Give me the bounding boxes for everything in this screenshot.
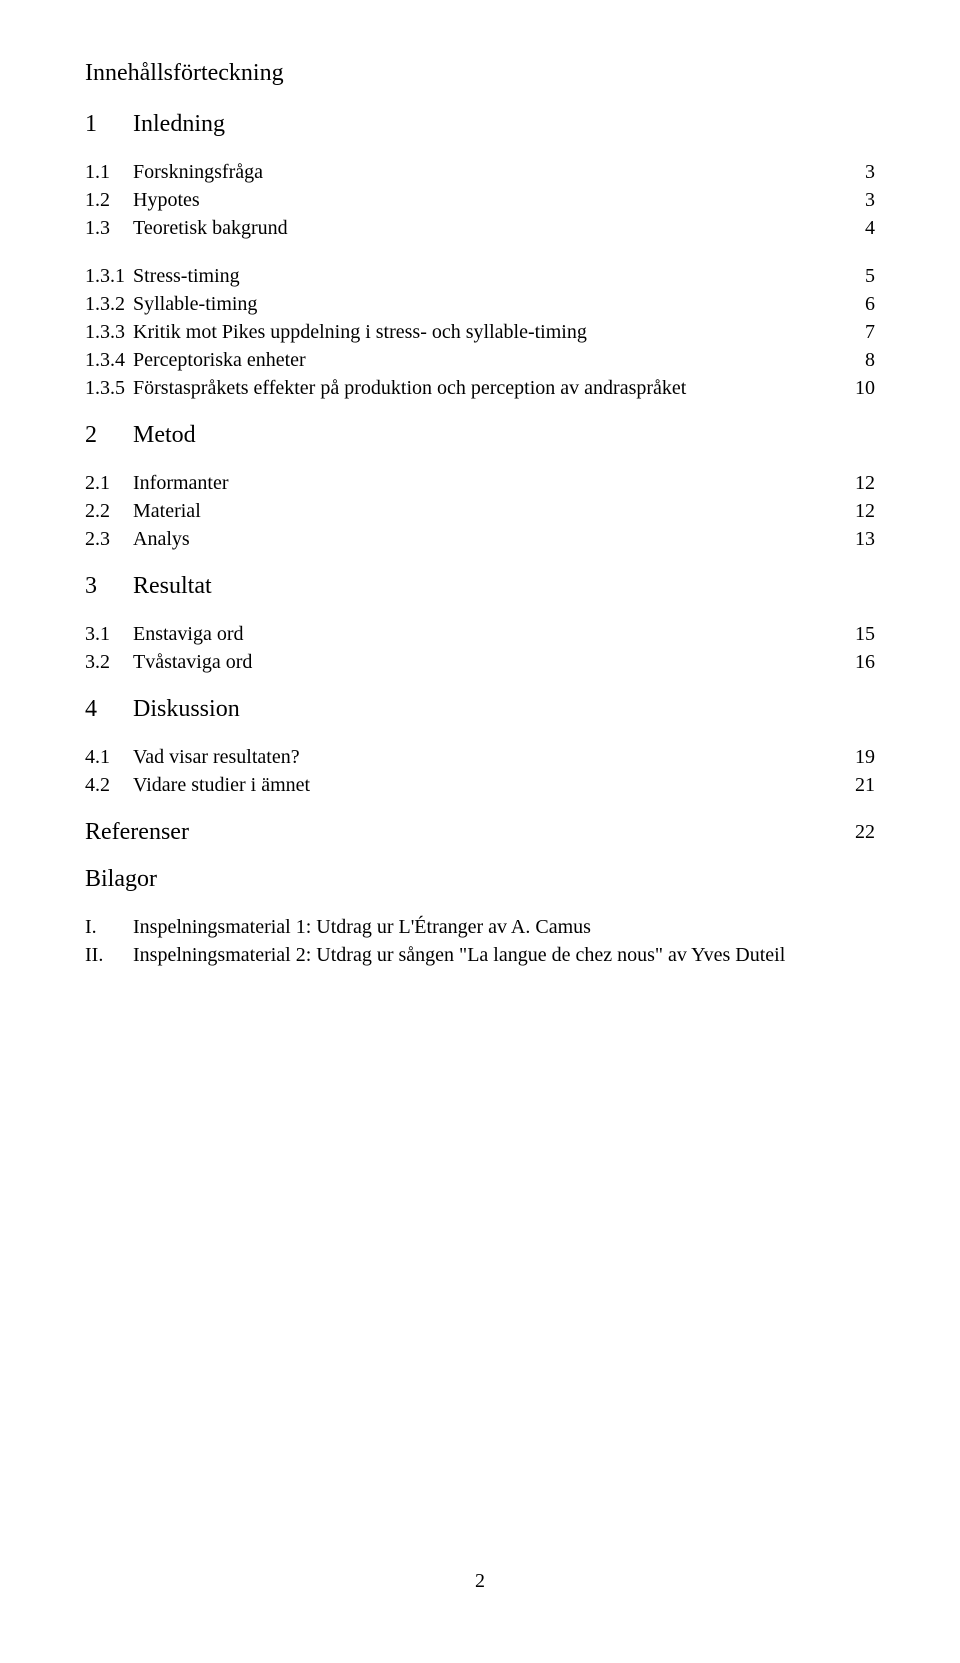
toc-label: Syllable-timing	[133, 290, 257, 318]
toc-entry: 1.1 Forskningsfråga 3	[85, 158, 875, 186]
toc-entry: 3.2 Tvåstaviga ord 16	[85, 648, 875, 676]
toc-num: 3.2	[85, 648, 133, 676]
toc-page: 5	[865, 262, 875, 290]
toc-num: 2.3	[85, 525, 133, 553]
toc-label: Vad visar resultaten?	[133, 743, 300, 771]
appendix-entry: I. Inspelningsmaterial 1: Utdrag ur L'Ét…	[85, 913, 875, 941]
toc-entry: 1.3.2 Syllable-timing 6	[85, 290, 875, 318]
section-label: Resultat	[133, 573, 212, 600]
toc-label: Informanter	[133, 469, 229, 497]
toc-label: Kritik mot Pikes uppdelning i stress- oc…	[133, 318, 587, 346]
section-num: 4	[85, 696, 133, 723]
toc-label: Perceptoriska enheter	[133, 346, 306, 374]
toc-entry: 2.1 Informanter 12	[85, 469, 875, 497]
appendix-entry: II. Inspelningsmaterial 2: Utdrag ur sån…	[85, 941, 875, 969]
toc-label: Teoretisk bakgrund	[133, 214, 288, 242]
toc-num: 1.3.4	[85, 346, 133, 374]
section-heading-1: 1 Inledning	[85, 111, 875, 138]
toc-entry: 2.2 Material 12	[85, 497, 875, 525]
page-number: 2	[0, 1570, 960, 1593]
section-num: 3	[85, 573, 133, 600]
section-num: 1	[85, 111, 133, 138]
toc-entry: 1.3.5 Förstaspråkets effekter på produkt…	[85, 374, 875, 402]
toc-label: Material	[133, 497, 201, 525]
toc-entry: 1.3.1 Stress-timing 5	[85, 262, 875, 290]
toc-page: 12	[855, 497, 875, 525]
toc-num: 1.3	[85, 214, 133, 242]
toc-entry: 4.1 Vad visar resultaten? 19	[85, 743, 875, 771]
toc-label: Tvåstaviga ord	[133, 648, 252, 676]
toc-entry: 3.1 Enstaviga ord 15	[85, 620, 875, 648]
toc-page: 7	[865, 318, 875, 346]
toc-entry: 1.3.4 Perceptoriska enheter 8	[85, 346, 875, 374]
toc-page: 10	[855, 374, 875, 402]
section-label: Metod	[133, 422, 196, 449]
references-heading: Referenser 22	[85, 819, 875, 846]
toc-num: 1.3.3	[85, 318, 133, 346]
toc-entry: 1.3.3 Kritik mot Pikes uppdelning i stre…	[85, 318, 875, 346]
toc-label: Forskningsfråga	[133, 158, 263, 186]
toc-page: 3	[865, 158, 875, 186]
section-heading-2: 2 Metod	[85, 422, 875, 449]
toc-num: 1.3.5	[85, 374, 133, 402]
toc-page: 16	[855, 648, 875, 676]
toc-entry: 4.2 Vidare studier i ämnet 21	[85, 771, 875, 799]
toc-page: 6	[865, 290, 875, 318]
toc-page: 19	[855, 743, 875, 771]
references-page: 22	[855, 819, 875, 846]
toc-page: 13	[855, 525, 875, 553]
toc-num: 1.3.1	[85, 262, 133, 290]
toc-label: Enstaviga ord	[133, 620, 244, 648]
section-heading-3: 3 Resultat	[85, 573, 875, 600]
toc-label: Vidare studier i ämnet	[133, 771, 310, 799]
toc-entry: 1.2 Hypotes 3	[85, 186, 875, 214]
toc-label: Analys	[133, 525, 190, 553]
toc-num: 4.2	[85, 771, 133, 799]
toc-num: 2.1	[85, 469, 133, 497]
references-label: Referenser	[85, 819, 189, 846]
toc-entry: 1.3 Teoretisk bakgrund 4	[85, 214, 875, 242]
toc-entry: 2.3 Analys 13	[85, 525, 875, 553]
section-label: Inledning	[133, 111, 225, 138]
appendix-num: II.	[85, 941, 133, 969]
toc-page: 15	[855, 620, 875, 648]
toc-page: 21	[855, 771, 875, 799]
toc-page: 12	[855, 469, 875, 497]
section-heading-4: 4 Diskussion	[85, 696, 875, 723]
toc-num: 3.1	[85, 620, 133, 648]
toc-page: 8	[865, 346, 875, 374]
toc-page: 4	[865, 214, 875, 242]
appendix-num: I.	[85, 913, 133, 941]
toc-num: 1.3.2	[85, 290, 133, 318]
toc-page: 3	[865, 186, 875, 214]
appendix-label: Inspelningsmaterial 1: Utdrag ur L'Étran…	[133, 913, 591, 941]
page-title: Innehållsförteckning	[85, 60, 875, 87]
appendix-label: Inspelningsmaterial 2: Utdrag ur sången …	[133, 941, 785, 969]
toc-num: 1.1	[85, 158, 133, 186]
section-num: 2	[85, 422, 133, 449]
toc-label: Förstaspråkets effekter på produktion oc…	[133, 374, 686, 402]
toc-num: 1.2	[85, 186, 133, 214]
toc-label: Hypotes	[133, 186, 200, 214]
toc-num: 2.2	[85, 497, 133, 525]
section-label: Diskussion	[133, 696, 240, 723]
toc-num: 4.1	[85, 743, 133, 771]
appendices-heading: Bilagor	[85, 866, 875, 893]
toc-label: Stress-timing	[133, 262, 240, 290]
